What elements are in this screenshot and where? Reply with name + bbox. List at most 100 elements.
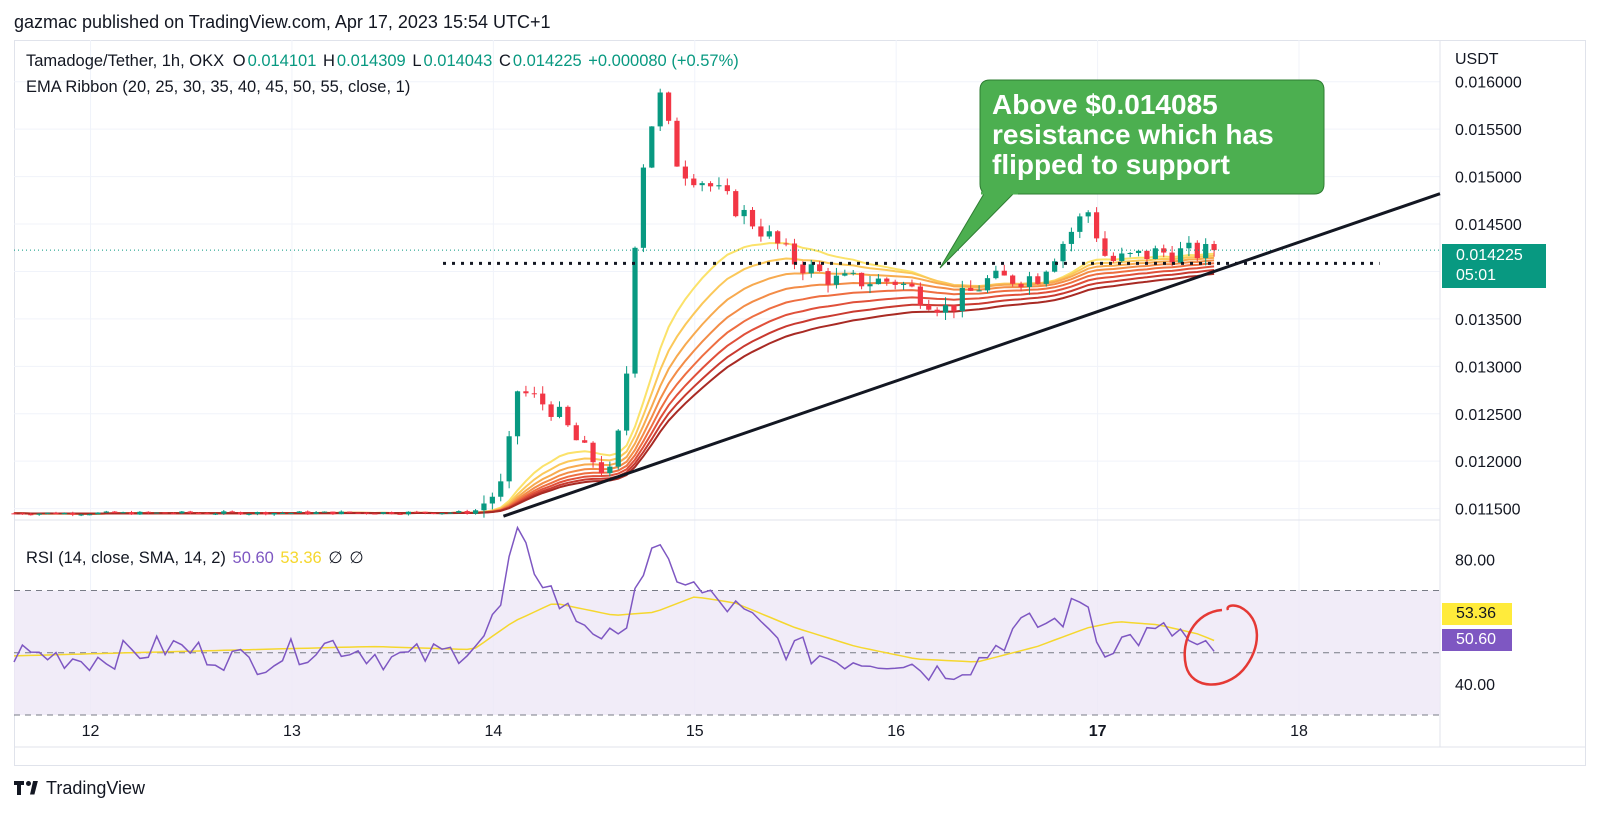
- candle-body: [237, 512, 244, 515]
- candle-body: [447, 512, 453, 514]
- candle-body: [699, 183, 705, 186]
- candle-body: [279, 512, 286, 514]
- candle-body: [934, 309, 940, 313]
- candle-body: [1152, 248, 1158, 260]
- footer-brand[interactable]: TradingView: [46, 778, 146, 798]
- candle-body: [850, 272, 856, 274]
- candle-body: [1093, 212, 1100, 239]
- rsi-tick-label: 80.00: [1455, 552, 1495, 569]
- candle-body: [548, 404, 554, 417]
- candle-body: [707, 183, 714, 187]
- candle-body: [624, 373, 630, 431]
- candle-body: [296, 511, 302, 513]
- candle-body: [1211, 244, 1217, 251]
- candle-body: [128, 512, 135, 515]
- price-tick-label: 0.012000: [1455, 454, 1522, 471]
- candle-body: [120, 512, 126, 514]
- candle-body: [28, 514, 34, 516]
- candle-body: [1052, 261, 1058, 272]
- candle-body: [758, 226, 764, 237]
- candle-body: [649, 126, 655, 168]
- candle-body: [984, 278, 991, 291]
- candle-body: [154, 512, 160, 514]
- candle-body: [103, 511, 109, 513]
- candle-body: [1177, 248, 1184, 263]
- candle-body: [783, 243, 789, 245]
- candle-body: [1203, 244, 1209, 259]
- candles: [11, 88, 1217, 518]
- time-tick-label: 16: [887, 723, 905, 740]
- candle-body: [112, 511, 118, 513]
- candle-body: [565, 406, 571, 426]
- candle-body: [741, 209, 747, 217]
- candle-body: [464, 511, 470, 514]
- rsi-legend[interactable]: RSI (14, close, SMA, 14, 2) 50.60 53.36 …: [26, 548, 366, 568]
- candle-body: [389, 512, 395, 514]
- candle-body: [733, 191, 739, 217]
- candle-body: [431, 512, 437, 514]
- price-tick-label: 0.016000: [1455, 75, 1522, 92]
- candle-body: [70, 513, 76, 515]
- candle-body: [531, 393, 537, 395]
- candle-body: [909, 283, 915, 287]
- candle-body: [246, 513, 252, 515]
- candle-body: [951, 305, 957, 312]
- candle-body: [498, 481, 504, 497]
- rsi-sma-value: 53.36: [280, 549, 322, 567]
- candle-body: [221, 511, 227, 514]
- candle-body: [372, 513, 378, 515]
- candle-body: [263, 512, 269, 515]
- candle-body: [187, 511, 193, 514]
- rsi-sma-tag: 53.36: [1442, 603, 1512, 625]
- candle-body: [95, 512, 101, 515]
- last-price-tag: 0.014225 05:01: [1442, 244, 1546, 288]
- trendline: [502, 192, 1441, 518]
- candle-body: [900, 283, 907, 285]
- candle-body: [766, 231, 772, 237]
- candle-body: [607, 466, 613, 474]
- candle-body: [162, 512, 168, 514]
- time-tick-label: 17: [1089, 723, 1107, 740]
- candle-body: [313, 512, 319, 514]
- candle-body: [665, 92, 672, 121]
- chart-frame[interactable]: [14, 40, 1586, 766]
- candle-body: [506, 436, 512, 482]
- candle-body: [145, 511, 151, 513]
- candle-body: [78, 514, 84, 516]
- candle-body: [330, 511, 336, 515]
- close-value: 0.014225: [512, 52, 582, 70]
- candle-body: [959, 287, 965, 312]
- rsi-na-2: ∅: [349, 549, 364, 567]
- candle-body: [1001, 270, 1007, 276]
- ema-ribbon-legend[interactable]: EMA Ribbon (20, 25, 30, 35, 40, 45, 50, …: [26, 78, 412, 97]
- candle-body: [825, 271, 831, 285]
- open-label: O: [232, 52, 246, 70]
- candle-body: [817, 264, 823, 272]
- candle-body: [86, 514, 93, 516]
- candle-body: [405, 511, 412, 515]
- rsi-value: 50.60: [232, 549, 274, 567]
- last-price: 0.014225: [1456, 247, 1523, 264]
- candle-body: [590, 442, 596, 463]
- candle-body: [137, 511, 143, 515]
- candle-body: [321, 511, 328, 513]
- candle-body: [875, 278, 881, 285]
- symbol-legend: Tamadoge/Tether, 1h, OKX O 0.014101 H 0.01…: [26, 52, 741, 71]
- candle-body: [674, 120, 680, 167]
- candle-body: [44, 512, 51, 514]
- close-label: C: [498, 52, 511, 70]
- rsi-na-1: ∅: [328, 549, 343, 567]
- callout-pointer: [939, 191, 1017, 269]
- time-axis: 12 13 14 15 16 17 18: [82, 723, 1308, 740]
- bar-countdown: 05:01: [1456, 267, 1497, 284]
- candle-body: [1102, 238, 1108, 256]
- candle-body: [347, 511, 353, 513]
- symbol-name[interactable]: Tamadoge/Tether, 1h, OKX: [26, 52, 225, 70]
- annotation-circle: [1183, 604, 1259, 686]
- candle-body: [716, 185, 722, 187]
- candle-body: [397, 513, 403, 515]
- candle-body: [859, 272, 865, 287]
- candle-body: [917, 286, 923, 306]
- candle-body: [1068, 231, 1075, 244]
